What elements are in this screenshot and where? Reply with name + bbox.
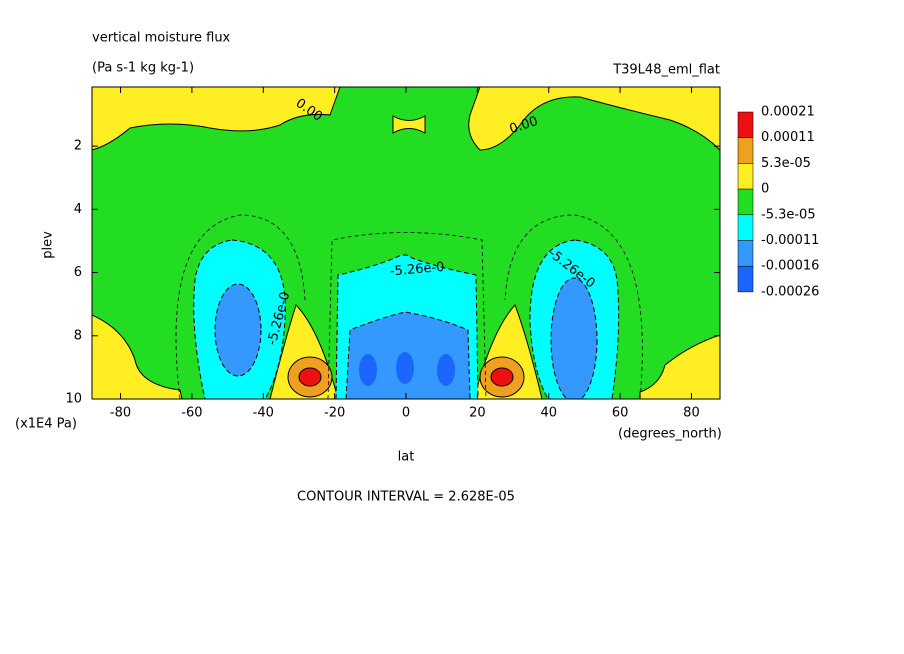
colorbar-label: 0.00011	[761, 130, 815, 145]
x-tick-label: -20	[324, 406, 345, 421]
chart-subtitle: (Pa s-1 kg kg-1)	[92, 61, 194, 76]
colorbar-label: 0	[761, 182, 769, 197]
colorbar-swatch	[737, 163, 754, 190]
y-units: (x1E4 Pa)	[15, 417, 77, 432]
run-label: T39L48_eml_flat	[612, 63, 720, 78]
y-tick-label: 6	[74, 265, 82, 280]
y-tick-label: 4	[74, 202, 82, 217]
footer: CONTOUR INTERVAL = 2.628E-05	[297, 490, 515, 505]
x-tick-label: -60	[181, 406, 202, 421]
colorbar-swatch	[737, 188, 754, 216]
colorbar-label: -0.00016	[761, 259, 819, 274]
colorbar-label: 0.00021	[761, 105, 815, 120]
colorbar-swatch	[737, 137, 754, 164]
chart-title: vertical moisture flux	[92, 31, 231, 46]
x-tick-label: 20	[469, 406, 486, 421]
colorbar-label: -5.3e-05	[761, 207, 816, 222]
y-axis-label: plev	[41, 231, 56, 259]
y-tick-label: 10	[65, 392, 82, 407]
y-tick-label: 8	[74, 328, 82, 343]
colorbar-swatch	[737, 265, 754, 293]
x-tick-label: 80	[683, 406, 700, 421]
contour-label: -5.26e-0	[389, 260, 445, 280]
colorbar-swatch	[737, 111, 754, 138]
x-tick-label: 40	[540, 406, 557, 421]
x-units: (degrees_north)	[618, 427, 722, 442]
x-tick-label: 60	[612, 406, 629, 421]
colorbar-swatch	[737, 240, 754, 267]
colorbar-label: -0.00011	[761, 233, 819, 248]
x-tick-label: -80	[110, 406, 131, 421]
y-tick-label: 2	[74, 139, 82, 154]
contour-field: 0.00 0.00 -5.26e-0 -5.26e-0 -5.26e-0	[92, 87, 720, 399]
x-tick-label: -40	[253, 406, 274, 421]
colorbar-swatch	[737, 214, 754, 241]
colorbar-label: -0.00026	[761, 284, 819, 299]
colorbar-label: 5.3e-05	[761, 156, 811, 171]
x-tick-label: 0	[402, 406, 410, 421]
x-axis-label: lat	[398, 450, 415, 465]
